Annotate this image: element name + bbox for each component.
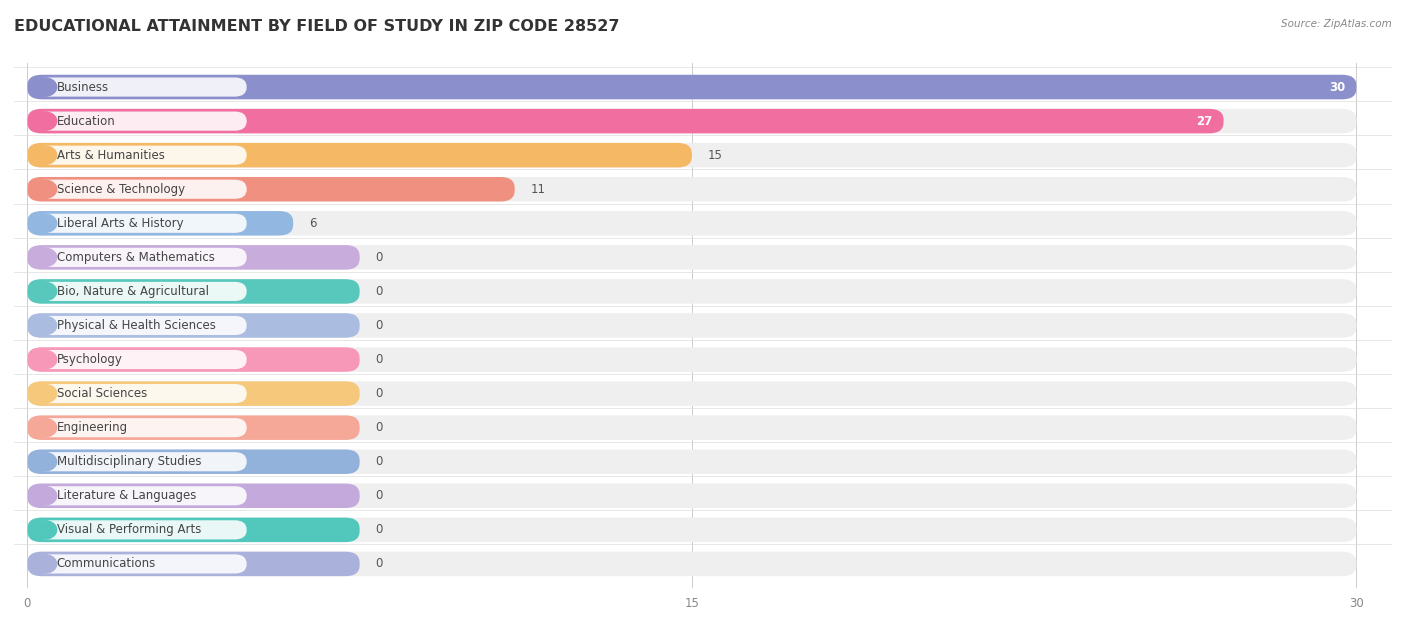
FancyBboxPatch shape [27, 347, 1357, 372]
FancyBboxPatch shape [27, 313, 1357, 337]
Text: Social Sciences: Social Sciences [56, 387, 148, 400]
FancyBboxPatch shape [27, 347, 360, 372]
Text: 0: 0 [375, 387, 382, 400]
Circle shape [32, 112, 56, 130]
FancyBboxPatch shape [27, 109, 1223, 133]
Text: 0: 0 [375, 251, 382, 264]
Text: 0: 0 [375, 319, 382, 332]
FancyBboxPatch shape [34, 520, 246, 540]
Text: EDUCATIONAL ATTAINMENT BY FIELD OF STUDY IN ZIP CODE 28527: EDUCATIONAL ATTAINMENT BY FIELD OF STUDY… [14, 19, 620, 34]
Text: Engineering: Engineering [56, 421, 128, 434]
FancyBboxPatch shape [27, 415, 360, 440]
Text: 27: 27 [1197, 114, 1212, 128]
FancyBboxPatch shape [27, 245, 360, 270]
Text: 0: 0 [375, 421, 382, 434]
FancyBboxPatch shape [27, 449, 1357, 474]
FancyBboxPatch shape [27, 75, 1357, 99]
Circle shape [32, 180, 56, 198]
FancyBboxPatch shape [34, 350, 246, 369]
FancyBboxPatch shape [34, 486, 246, 506]
FancyBboxPatch shape [27, 279, 1357, 304]
FancyBboxPatch shape [27, 518, 1357, 542]
Text: Source: ZipAtlas.com: Source: ZipAtlas.com [1281, 19, 1392, 29]
Text: Communications: Communications [56, 557, 156, 571]
FancyBboxPatch shape [27, 109, 1357, 133]
FancyBboxPatch shape [34, 282, 246, 301]
Circle shape [32, 487, 56, 505]
FancyBboxPatch shape [27, 483, 1357, 508]
FancyBboxPatch shape [34, 452, 246, 471]
Text: Education: Education [56, 114, 115, 128]
Text: Liberal Arts & History: Liberal Arts & History [56, 217, 183, 230]
Text: Business: Business [56, 80, 108, 94]
Text: 0: 0 [375, 489, 382, 502]
Text: 0: 0 [375, 455, 382, 468]
FancyBboxPatch shape [27, 279, 360, 304]
Text: 0: 0 [375, 523, 382, 537]
FancyBboxPatch shape [27, 245, 1357, 270]
FancyBboxPatch shape [34, 111, 246, 131]
Text: 0: 0 [375, 353, 382, 366]
Circle shape [32, 555, 56, 573]
FancyBboxPatch shape [27, 75, 1357, 99]
Circle shape [32, 453, 56, 471]
FancyBboxPatch shape [34, 145, 246, 165]
FancyBboxPatch shape [27, 143, 692, 167]
FancyBboxPatch shape [27, 552, 360, 576]
Text: Multidisciplinary Studies: Multidisciplinary Studies [56, 455, 201, 468]
FancyBboxPatch shape [34, 418, 246, 437]
FancyBboxPatch shape [27, 483, 360, 508]
FancyBboxPatch shape [34, 248, 246, 267]
FancyBboxPatch shape [27, 381, 360, 406]
Text: 0: 0 [375, 557, 382, 571]
Text: 6: 6 [309, 217, 316, 230]
Text: Computers & Mathematics: Computers & Mathematics [56, 251, 215, 264]
FancyBboxPatch shape [27, 381, 1357, 406]
Text: 11: 11 [530, 183, 546, 196]
Circle shape [32, 418, 56, 437]
Circle shape [32, 78, 56, 96]
Text: 0: 0 [375, 285, 382, 298]
FancyBboxPatch shape [27, 177, 1357, 202]
FancyBboxPatch shape [34, 179, 246, 199]
Text: Visual & Performing Arts: Visual & Performing Arts [56, 523, 201, 537]
Text: Psychology: Psychology [56, 353, 122, 366]
FancyBboxPatch shape [27, 211, 1357, 236]
FancyBboxPatch shape [27, 552, 1357, 576]
FancyBboxPatch shape [27, 518, 360, 542]
FancyBboxPatch shape [27, 415, 1357, 440]
FancyBboxPatch shape [27, 177, 515, 202]
Text: Arts & Humanities: Arts & Humanities [56, 149, 165, 162]
Circle shape [32, 384, 56, 403]
FancyBboxPatch shape [34, 384, 246, 403]
FancyBboxPatch shape [34, 316, 246, 335]
Text: Science & Technology: Science & Technology [56, 183, 184, 196]
FancyBboxPatch shape [34, 78, 246, 97]
Circle shape [32, 350, 56, 368]
FancyBboxPatch shape [27, 143, 1357, 167]
Text: Bio, Nature & Agricultural: Bio, Nature & Agricultural [56, 285, 208, 298]
FancyBboxPatch shape [34, 214, 246, 233]
Text: Physical & Health Sciences: Physical & Health Sciences [56, 319, 215, 332]
Circle shape [32, 283, 56, 301]
FancyBboxPatch shape [34, 554, 246, 573]
Text: 15: 15 [707, 149, 723, 162]
Circle shape [32, 248, 56, 267]
FancyBboxPatch shape [27, 211, 294, 236]
Text: Literature & Languages: Literature & Languages [56, 489, 195, 502]
FancyBboxPatch shape [27, 449, 360, 474]
Text: 30: 30 [1329, 80, 1346, 94]
Circle shape [32, 316, 56, 335]
FancyBboxPatch shape [27, 313, 360, 337]
Circle shape [32, 146, 56, 164]
Circle shape [32, 214, 56, 233]
Circle shape [32, 521, 56, 539]
